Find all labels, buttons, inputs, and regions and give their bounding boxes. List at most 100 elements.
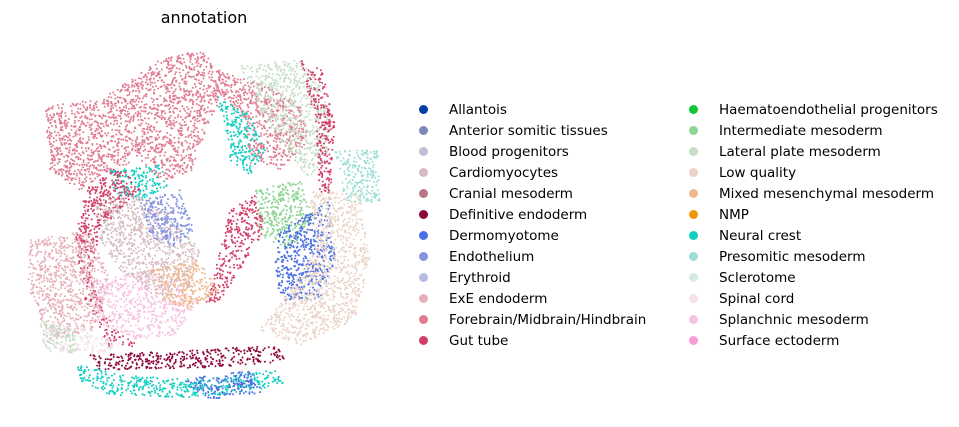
cell-point: [89, 106, 92, 109]
cell-point: [285, 205, 288, 208]
cell-point: [183, 89, 186, 92]
cell-point: [295, 140, 297, 143]
cell-point: [118, 182, 120, 185]
cell-point: [181, 167, 184, 170]
cell-cluster-gut-tube: [75, 168, 140, 349]
cell-point: [275, 138, 278, 141]
cell-point: [47, 117, 50, 120]
cell-point: [200, 97, 203, 100]
cell-point: [200, 99, 203, 102]
cell-point: [142, 110, 145, 113]
cell-point: [278, 125, 281, 128]
cell-point: [53, 168, 56, 171]
cell-point: [223, 245, 226, 248]
cell-point: [296, 62, 299, 65]
cell-point: [258, 142, 261, 145]
cell-point: [131, 345, 134, 348]
cell-point: [76, 111, 79, 113]
cell-point: [249, 162, 252, 165]
cell-point: [203, 99, 206, 102]
cell-point: [94, 189, 97, 191]
cell-point: [202, 56, 205, 59]
cell-point: [175, 153, 178, 156]
cell-point: [277, 126, 280, 129]
cell-point: [321, 146, 324, 149]
cell-point: [98, 156, 101, 159]
cell-cluster-gut-tube: [205, 195, 264, 303]
cell-point: [320, 109, 323, 112]
cell-point: [94, 177, 97, 180]
cell-point: [214, 89, 216, 92]
cell-point: [271, 232, 274, 235]
cell-point: [112, 339, 115, 342]
cell-point: [66, 159, 69, 162]
cell-point: [316, 166, 319, 169]
cell-point: [104, 169, 107, 172]
cell-point: [297, 206, 300, 209]
cell-point: [121, 85, 124, 88]
cell-point: [330, 178, 333, 181]
cell-point: [131, 100, 134, 103]
cell-point: [299, 213, 302, 216]
cell-point: [160, 117, 163, 120]
cell-point: [278, 137, 281, 140]
cell-point: [280, 113, 282, 116]
cell-point: [301, 297, 303, 299]
cell-point: [324, 137, 327, 140]
cell-point: [158, 182, 161, 185]
cell-point: [157, 104, 160, 107]
cell-point: [226, 72, 229, 75]
cell-point: [192, 131, 195, 134]
cell-point: [126, 102, 129, 105]
cell-point: [90, 124, 93, 127]
cell-point: [143, 145, 146, 148]
cell-point: [67, 136, 70, 139]
cell-point: [299, 276, 302, 279]
cell-cluster-gut-tube: [301, 60, 336, 200]
cell-point: [220, 109, 222, 112]
cell-point: [295, 260, 298, 263]
cell-point: [247, 106, 250, 109]
cell-point: [214, 94, 217, 97]
cell-point: [145, 194, 148, 197]
cell-point: [292, 129, 295, 132]
cell-point: [236, 101, 239, 104]
cell-point: [230, 238, 233, 241]
cell-point: [288, 97, 291, 100]
cell-point: [116, 182, 118, 185]
cell-point: [95, 106, 98, 109]
cell-point: [250, 171, 253, 174]
cell-point: [128, 91, 131, 94]
cell-point: [149, 67, 152, 70]
cell-point: [150, 97, 153, 100]
cell-point: [304, 216, 307, 219]
cell-point: [235, 228, 238, 231]
cell-point: [326, 177, 329, 179]
cell-point: [120, 133, 123, 136]
cell-point: [321, 152, 324, 155]
cell-point: [277, 92, 280, 95]
cell-point: [237, 236, 240, 239]
cell-point: [89, 100, 92, 103]
cell-point: [298, 144, 301, 146]
cell-point: [317, 137, 320, 140]
cell-point: [242, 92, 245, 94]
cell-point: [274, 118, 277, 121]
cell-point: [310, 95, 313, 98]
cell-point: [189, 58, 192, 61]
cell-point: [280, 220, 283, 223]
cell-point: [199, 114, 202, 117]
cell-point: [65, 123, 68, 126]
cell-point: [52, 116, 55, 119]
cell-point: [109, 197, 112, 200]
cell-point: [277, 203, 280, 206]
cell-point: [320, 166, 323, 169]
cell-point: [212, 285, 215, 287]
cell-point: [305, 238, 308, 240]
cell-point: [88, 168, 91, 171]
cell-point: [302, 131, 304, 133]
cell-point: [85, 248, 87, 251]
cell-point: [235, 212, 238, 215]
cell-point: [221, 72, 224, 74]
cell-point: [114, 187, 117, 190]
